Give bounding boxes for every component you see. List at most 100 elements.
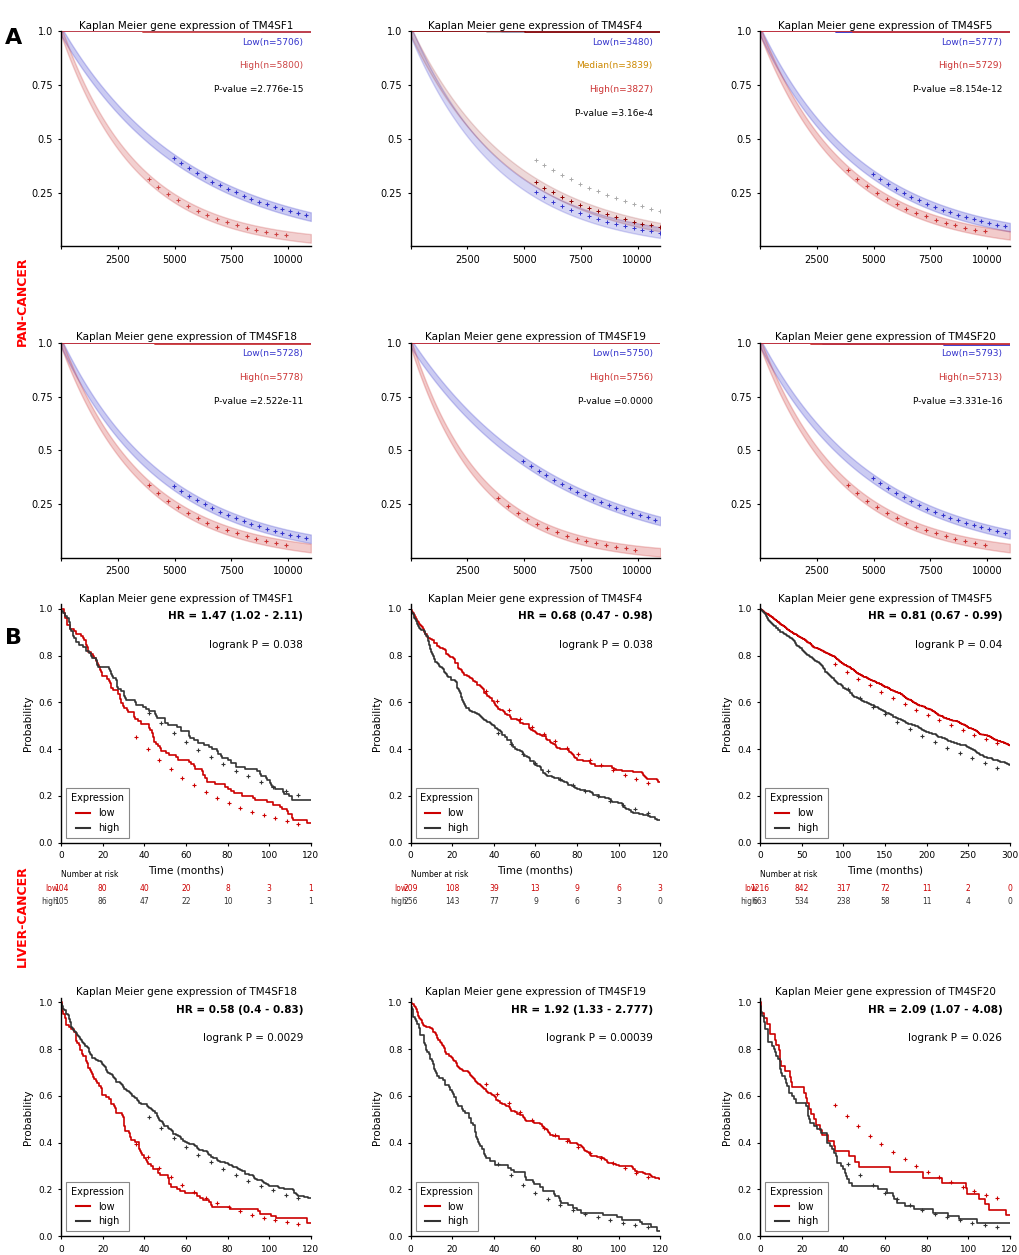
Legend: low, high: low, high xyxy=(415,1182,478,1231)
high xyxy=(970,1215,982,1230)
low xyxy=(576,1140,588,1155)
X-axis label: Time (months): Time (months) xyxy=(846,866,922,876)
Text: Low(n=5728): Low(n=5728) xyxy=(243,349,303,359)
Title: Kaplan Meier gene expression of TM4SF19: Kaplan Meier gene expression of TM4SF19 xyxy=(425,986,645,996)
low xyxy=(504,712,517,727)
Text: 22: 22 xyxy=(181,897,191,906)
Line: low: low xyxy=(61,609,311,822)
Title: Kaplan Meier gene expression of TM4SF4: Kaplan Meier gene expression of TM4SF4 xyxy=(428,594,642,604)
Text: P-value =3.16e-4: P-value =3.16e-4 xyxy=(575,109,652,118)
low xyxy=(461,668,473,683)
low xyxy=(753,601,765,616)
X-axis label: Time (months): Time (months) xyxy=(497,866,573,876)
high xyxy=(1003,758,1015,773)
Line: low: low xyxy=(411,609,659,782)
Text: Number at risk: Number at risk xyxy=(411,871,468,880)
low xyxy=(651,774,663,789)
low xyxy=(1003,1207,1015,1222)
Y-axis label: Probability: Probability xyxy=(22,695,33,752)
Text: 104: 104 xyxy=(54,885,68,894)
Text: 10: 10 xyxy=(222,897,232,906)
low xyxy=(55,601,67,616)
high xyxy=(169,1127,181,1142)
Line: high: high xyxy=(759,609,1009,766)
high xyxy=(64,1014,76,1029)
Text: P-value =2.522e-11: P-value =2.522e-11 xyxy=(214,397,303,405)
high xyxy=(469,1122,481,1137)
Text: 80: 80 xyxy=(98,885,108,894)
Line: low: low xyxy=(61,1003,311,1222)
high xyxy=(407,1004,419,1019)
low xyxy=(439,643,451,658)
Title: Kaplan Meier gene expression of TM4SF5: Kaplan Meier gene expression of TM4SF5 xyxy=(777,20,991,30)
Line: high: high xyxy=(61,1003,311,1199)
high xyxy=(882,707,895,722)
low xyxy=(753,601,765,616)
high xyxy=(764,616,776,631)
high xyxy=(238,1166,251,1181)
Text: 11: 11 xyxy=(921,897,930,906)
high xyxy=(907,1202,919,1217)
Text: P-value =8.154e-12: P-value =8.154e-12 xyxy=(912,85,1002,94)
Line: low: low xyxy=(411,1003,659,1178)
high xyxy=(183,728,196,743)
Text: HR = 1.92 (1.33 - 2.777): HR = 1.92 (1.33 - 2.777) xyxy=(511,1005,652,1015)
Y-axis label: Probability: Probability xyxy=(22,1089,33,1145)
high xyxy=(841,681,853,697)
X-axis label: Time (months): Time (months) xyxy=(148,866,224,876)
Text: A: A xyxy=(5,28,22,48)
Text: 108: 108 xyxy=(444,885,459,894)
low xyxy=(816,644,828,659)
Text: 3: 3 xyxy=(267,897,271,906)
low xyxy=(405,995,417,1010)
Text: high: high xyxy=(41,897,58,906)
high xyxy=(517,745,529,761)
Text: HR = 2.09 (1.07 - 4.08): HR = 2.09 (1.07 - 4.08) xyxy=(867,1005,1002,1015)
Line: low: low xyxy=(759,1003,1009,1215)
low xyxy=(114,686,126,702)
low xyxy=(114,689,126,704)
Text: High(n=5778): High(n=5778) xyxy=(239,373,303,382)
low xyxy=(68,1024,81,1039)
low xyxy=(1003,738,1015,753)
low xyxy=(597,1152,609,1167)
Title: Kaplan Meier gene expression of TM4SF1: Kaplan Meier gene expression of TM4SF1 xyxy=(78,594,292,604)
Text: logrank P = 0.038: logrank P = 0.038 xyxy=(558,640,652,650)
high xyxy=(653,1224,665,1239)
low xyxy=(74,626,87,641)
low xyxy=(191,1188,203,1204)
Text: logrank P = 0.038: logrank P = 0.038 xyxy=(209,640,303,650)
Text: 4: 4 xyxy=(965,897,970,906)
low xyxy=(1000,1207,1012,1222)
low xyxy=(1003,738,1015,753)
low xyxy=(129,1135,142,1150)
low xyxy=(147,1158,159,1173)
Text: P-value =0.0000: P-value =0.0000 xyxy=(577,397,652,405)
high xyxy=(650,812,662,827)
Text: High(n=5756): High(n=5756) xyxy=(588,373,652,382)
Text: 1216: 1216 xyxy=(750,885,769,894)
low xyxy=(301,814,313,830)
low xyxy=(653,774,665,789)
high xyxy=(553,1191,566,1206)
Text: 77: 77 xyxy=(488,897,498,906)
Text: 9: 9 xyxy=(533,897,537,906)
Text: High(n=5800): High(n=5800) xyxy=(239,61,303,70)
high xyxy=(615,1210,628,1225)
low xyxy=(916,1165,928,1180)
low xyxy=(907,695,919,710)
low xyxy=(753,995,765,1010)
Title: Kaplan Meier gene expression of TM4SF20: Kaplan Meier gene expression of TM4SF20 xyxy=(773,333,995,343)
Text: Low(n=5777): Low(n=5777) xyxy=(941,38,1002,46)
high xyxy=(478,1148,490,1163)
Text: HR = 1.47 (1.02 - 2.11): HR = 1.47 (1.02 - 2.11) xyxy=(168,611,303,621)
high xyxy=(302,1191,314,1206)
high xyxy=(153,1111,165,1126)
Text: low: low xyxy=(45,885,58,894)
Text: PAN-CANCER: PAN-CANCER xyxy=(16,256,29,346)
Text: 39: 39 xyxy=(488,885,498,894)
high xyxy=(149,704,161,719)
low xyxy=(801,1096,813,1111)
high xyxy=(782,1078,794,1093)
high xyxy=(439,665,451,680)
